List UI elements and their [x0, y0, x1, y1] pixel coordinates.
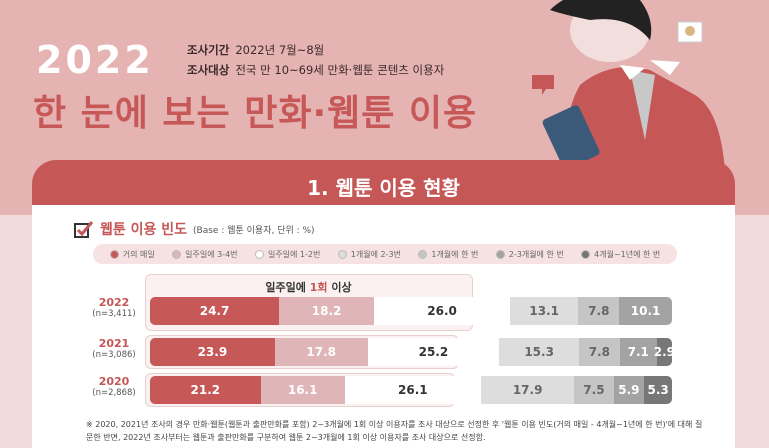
sample-size: (n=3,411): [92, 309, 136, 319]
legend-label: 거의 매일: [122, 249, 155, 259]
highlight-label: 일주일에 1회 이상: [265, 281, 352, 294]
bar-segment: 7.8: [578, 297, 620, 325]
legend-label: 일주일에 1-2번: [267, 249, 321, 259]
chart-legend: 거의 매일 일주일에 3-4번 일주일에 1-2번 1개월에 2-3번 1개월에 한 번…: [93, 244, 677, 264]
stacked-bar-2020: 21.2 16.1 26.1 17.9 7.5 5.9 5.3: [150, 376, 672, 404]
legend-item: 2-3개월에 한 번: [495, 249, 564, 260]
bar-segment: 7.8: [579, 338, 620, 366]
legend-swatch: [581, 249, 591, 259]
footnote: ※ 2020, 2021년 조사의 경우 만화·웹툰(웹툰과 출판만화를 포함)…: [86, 420, 703, 442]
sample-size: (n=2,868): [92, 388, 136, 398]
stacked-bar-2021: 23.9 17.8 25.2 15.3 7.8 7.1 2.9: [150, 338, 672, 366]
legend-item: 거의 매일: [109, 249, 155, 260]
person-with-phone-illustration: [532, 0, 725, 170]
legend-item: 일주일에 3-4번: [172, 249, 238, 260]
bar-segment: 18.2: [279, 297, 375, 325]
year-label: 2020: [98, 375, 130, 388]
legend-item: 1개월에 2-3번: [337, 249, 401, 260]
bar-segment: 7.5: [574, 376, 614, 404]
checkbox-icon: [74, 221, 94, 238]
legend-swatch: [254, 249, 264, 259]
chat-bubble-icon: [532, 75, 554, 95]
legend-swatch: [109, 249, 119, 259]
year-heading: 2022: [36, 38, 154, 82]
row-label: 2022 (n=3,411): [82, 296, 146, 319]
bar-segment: 26.1: [344, 376, 481, 404]
row-label: 2021 (n=3,086): [82, 337, 146, 360]
bar-segment: 26.0: [374, 297, 510, 325]
bar-segment: 17.9: [480, 376, 575, 404]
phone: [542, 105, 600, 170]
bar-segment: 2.9: [654, 338, 672, 366]
survey-target: 조사대상 전국 만 10~69세 만화·웹툰 콘텐츠 이용자: [187, 63, 445, 77]
bar-segment: 5.3: [644, 376, 672, 404]
legend-label: 1개월에 한 번: [431, 249, 479, 259]
legend-item: 4개월~1년에 한 번: [581, 249, 660, 260]
section-banner: 1. 웹툰 이용 현황: [32, 160, 735, 210]
bar-segment: 7.1: [619, 338, 657, 366]
bar-segment: 24.7: [150, 297, 280, 325]
legend-swatch: [337, 249, 347, 259]
legend-label: 2-3개월에 한 번: [508, 249, 564, 259]
legend-item: 1개월에 한 번: [418, 249, 478, 260]
bar-segment: 16.1: [260, 376, 345, 404]
bar-segment: 13.1: [510, 297, 579, 325]
sample-size: (n=3,086): [92, 350, 136, 360]
page-title: 한 눈에 보는 만화·웹툰 이용: [33, 93, 478, 134]
legend-label: 1개월에 2-3번: [350, 249, 401, 259]
chart-heading: 웹툰 이용 빈도 (Base : 웹툰 이용자, 단위 : %): [74, 219, 315, 239]
year-label: 2021: [98, 337, 130, 350]
legend-swatch: [495, 249, 505, 259]
bar-segment: 23.9: [150, 338, 275, 366]
bar-segment: 17.8: [274, 338, 368, 366]
row-label: 2020 (n=2,868): [82, 375, 146, 398]
stacked-bar-2022: 24.7 18.2 26.0 13.1 7.8 10.1: [150, 297, 672, 325]
legend-label: 일주일에 3-4번: [185, 249, 238, 259]
legend-item: 일주일에 1-2번: [254, 249, 321, 260]
year-label: 2022: [98, 296, 130, 309]
bar-segment: 25.2: [367, 338, 500, 366]
legend-swatch: [418, 249, 428, 259]
bar-segment: 10.1: [619, 297, 672, 325]
legend-swatch: [172, 249, 182, 259]
bar-segment: 5.9: [613, 376, 645, 404]
bar-segment: 15.3: [499, 338, 580, 366]
bar-segment: 21.2: [150, 376, 261, 404]
legend-label: 4개월~1년에 한 번: [594, 249, 661, 259]
survey-period: 조사기간 2022년 7월~8월: [187, 43, 325, 57]
